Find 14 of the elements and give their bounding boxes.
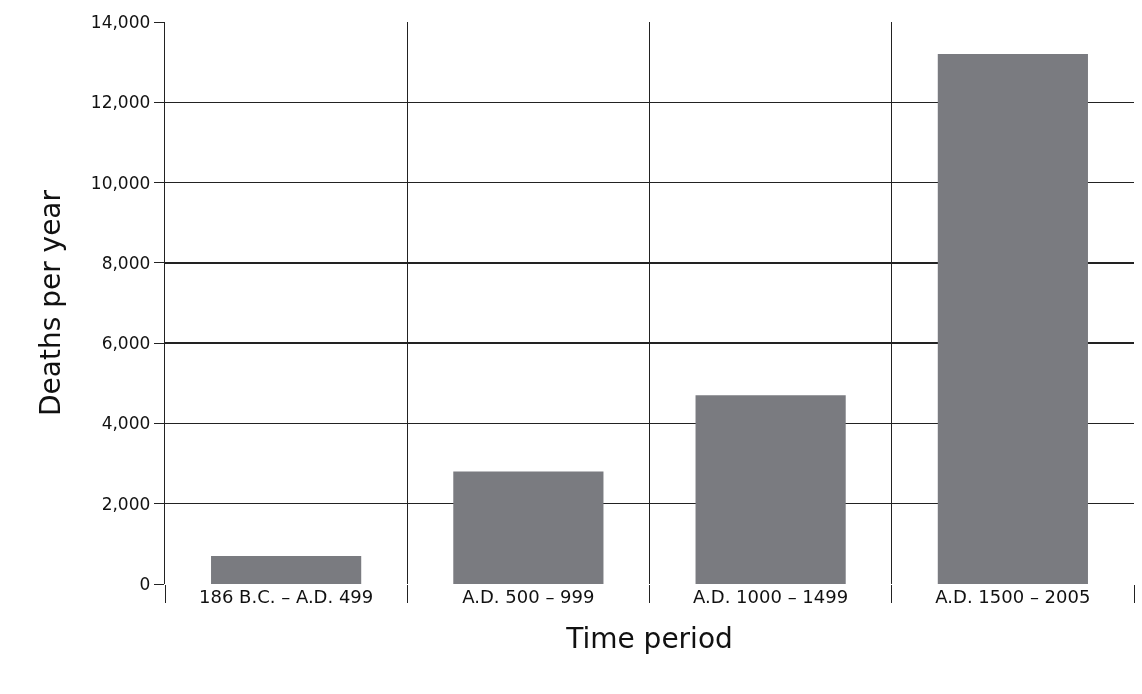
x-tick-label: A.D. 1000 – 1499	[693, 586, 849, 607]
y-axis-title: Deaths per year	[33, 189, 67, 417]
y-tick-label: 2,000	[101, 493, 151, 514]
y-tick-label: 8,000	[101, 252, 151, 273]
y-tick-label: 0	[139, 573, 151, 594]
y-tick-label: 10,000	[90, 172, 151, 193]
y-tick-label: 4,000	[101, 413, 151, 434]
x-tick-label: A.D. 500 – 999	[462, 586, 595, 607]
x-tick-label: A.D. 1500 – 2005	[935, 586, 1091, 607]
y-tick-label: 6,000	[101, 333, 151, 354]
x-tick-label: 186 B.C. – A.D. 499	[199, 586, 374, 607]
y-tick-label: 12,000	[90, 92, 151, 113]
y-tick-label: 14,000	[90, 11, 151, 32]
x-axis-title: Time period	[565, 622, 733, 656]
